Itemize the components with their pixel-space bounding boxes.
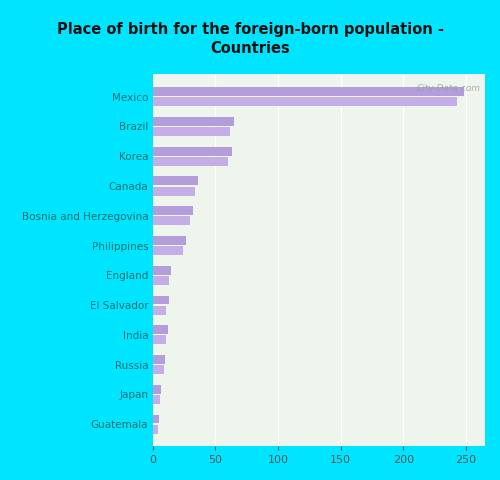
Bar [152,246,182,255]
Bar [152,97,458,106]
Bar [152,296,169,304]
Bar [152,117,234,126]
Bar [152,157,228,166]
Bar [152,355,165,364]
Bar [152,266,172,275]
Bar [152,395,160,404]
Bar [152,147,232,156]
Bar [152,336,166,344]
Bar [152,415,159,423]
Text: City-Data.com: City-Data.com [416,84,480,93]
Bar [152,306,166,314]
Bar [152,425,158,433]
Bar [152,276,169,285]
Bar [152,177,198,185]
Bar [152,365,164,374]
Bar [152,236,186,245]
Bar [152,187,195,195]
Bar [152,87,464,96]
Bar [152,325,168,334]
Bar [152,216,190,225]
Bar [152,127,230,136]
Bar [152,385,162,394]
Bar [152,206,192,215]
Text: Place of birth for the foreign-born population -
Countries: Place of birth for the foreign-born popu… [56,22,444,57]
